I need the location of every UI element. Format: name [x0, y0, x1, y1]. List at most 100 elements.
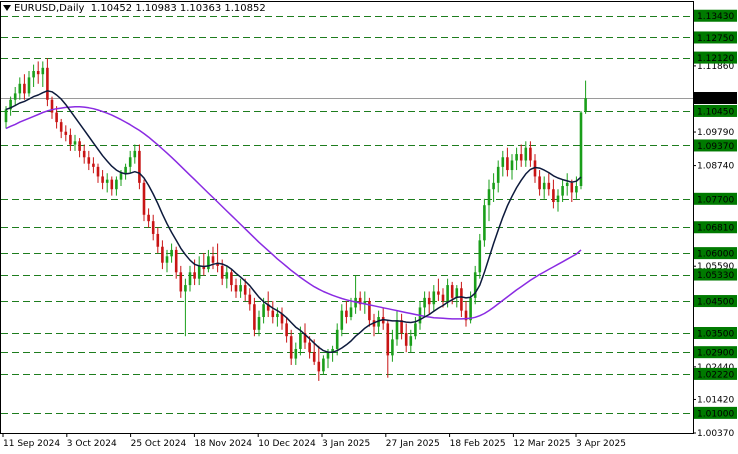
candle-bull — [165, 256, 169, 263]
time-axis-labels: 11 Sep 2024 3 Oct 2024 25 Oct 2024 18 Nov 2… — [3, 439, 626, 449]
chart-header: EURUSD,Daily 1.10452 1.10983 1.10363 1.1… — [3, 3, 266, 15]
candle-bear — [437, 291, 440, 295]
candle-bear — [202, 265, 206, 270]
candle-bear — [151, 221, 155, 234]
level-label: 1.01000 — [697, 409, 734, 419]
candle-bull — [473, 272, 477, 298]
candle-bear — [147, 214, 150, 222]
price-axis-labels: 1.11860 1.09790 1.08740 1.06810 1.05590 1.045… — [694, 9, 737, 439]
level-label-box — [694, 346, 737, 359]
y-tick-label: 1.08740 — [697, 162, 734, 172]
candle-bull — [73, 141, 77, 145]
candle-bear — [55, 112, 58, 123]
candle-bull — [115, 179, 118, 190]
level-label-box — [694, 326, 737, 339]
candle-bear — [82, 150, 86, 158]
level-label: 1.05330 — [697, 271, 734, 281]
candle-bear — [519, 154, 523, 161]
level-label-box — [694, 268, 737, 281]
candle-bull — [207, 256, 210, 270]
candle-bull — [432, 291, 436, 305]
level-label: 1.06000 — [697, 250, 734, 260]
candle-bear — [216, 262, 219, 266]
current-price-label: 1.10852 — [697, 95, 734, 105]
current-price-label-box — [694, 92, 737, 104]
candle-bear — [464, 310, 468, 321]
y-tick-label: 1.02440 — [697, 363, 734, 373]
candle-bear — [142, 182, 146, 215]
candle-bear — [174, 249, 178, 273]
candle-bull — [515, 154, 518, 161]
candle-bull — [322, 358, 325, 372]
candle-bull — [124, 166, 127, 174]
x-tick-label: 3 Oct 2024 — [67, 439, 117, 449]
level-label: 1.04500 — [697, 298, 734, 308]
candle-bull — [395, 320, 399, 340]
candle-bear — [234, 285, 238, 292]
candle-bull — [32, 71, 35, 78]
plot-border — [0, 1, 694, 434]
y-tick-label: 1.05590 — [697, 262, 734, 272]
x-tick-label: 3 Apr 2025 — [576, 439, 626, 449]
candle-bear — [312, 352, 316, 362]
level-label: 1.02900 — [697, 349, 734, 359]
candle-bear — [69, 134, 72, 145]
candle-bear — [78, 141, 81, 151]
candle-bear — [308, 342, 311, 353]
candle-bull — [276, 313, 279, 318]
level-label: 1.03500 — [697, 329, 734, 339]
symbol-label: EURUSD,Daily — [14, 3, 85, 14]
candle-bear — [110, 179, 114, 190]
candle-bull — [575, 186, 578, 193]
candle-bull — [262, 304, 265, 318]
x-tick-label: 27 Jan 2025 — [386, 439, 440, 449]
candle-bear — [427, 297, 431, 305]
x-tick-label: 12 Mar 2025 — [513, 439, 570, 449]
x-tick-label: 18 Feb 2025 — [450, 439, 506, 449]
candle-bull — [469, 297, 472, 321]
candle-bear — [547, 182, 551, 190]
candle-bear — [220, 265, 224, 279]
candle-bear — [23, 83, 26, 94]
candle-bear — [404, 332, 408, 346]
candle-bull — [501, 157, 505, 167]
level-lines — [1, 16, 693, 414]
level-label: 1.10450 — [697, 107, 734, 117]
collapse-triangle-icon[interactable] — [3, 5, 11, 11]
x-tick-label: 10 Dec 2024 — [258, 439, 316, 449]
x-tick-label: 25 Oct 2024 — [131, 439, 187, 449]
candle-bull — [294, 348, 298, 359]
level-label: 1.12750 — [697, 34, 734, 44]
candle-bull — [239, 285, 242, 292]
ma-fast-line — [5, 90, 582, 353]
level-label-box — [694, 367, 737, 380]
candle-bull — [446, 285, 449, 302]
candle-bull — [423, 297, 426, 308]
candle-bull — [483, 205, 486, 241]
candle-bear — [96, 166, 100, 177]
level-label-box — [694, 9, 737, 22]
candle-bear — [36, 71, 40, 75]
level-label-box — [694, 139, 737, 152]
chart-axes — [0, 1, 696, 437]
candle-bull — [197, 265, 201, 279]
level-label: 1.12120 — [697, 54, 734, 64]
level-label: 1.06810 — [697, 224, 734, 234]
level-label: 1.13430 — [697, 12, 734, 22]
candle-bear — [368, 301, 371, 321]
candle-bull — [340, 310, 344, 330]
level-label-box — [694, 295, 737, 308]
candle-bear — [87, 157, 91, 164]
candle-bear — [101, 176, 104, 183]
candle-bull — [27, 77, 31, 94]
candle-bear — [285, 323, 288, 337]
candle-bull — [363, 301, 367, 305]
candle-bull — [299, 332, 302, 349]
candle-bull — [105, 179, 109, 183]
candle-bear — [358, 297, 362, 305]
candle-bear — [50, 99, 54, 113]
level-label-box — [694, 31, 737, 44]
candle-bull — [391, 339, 394, 356]
level-label-box — [694, 104, 737, 117]
